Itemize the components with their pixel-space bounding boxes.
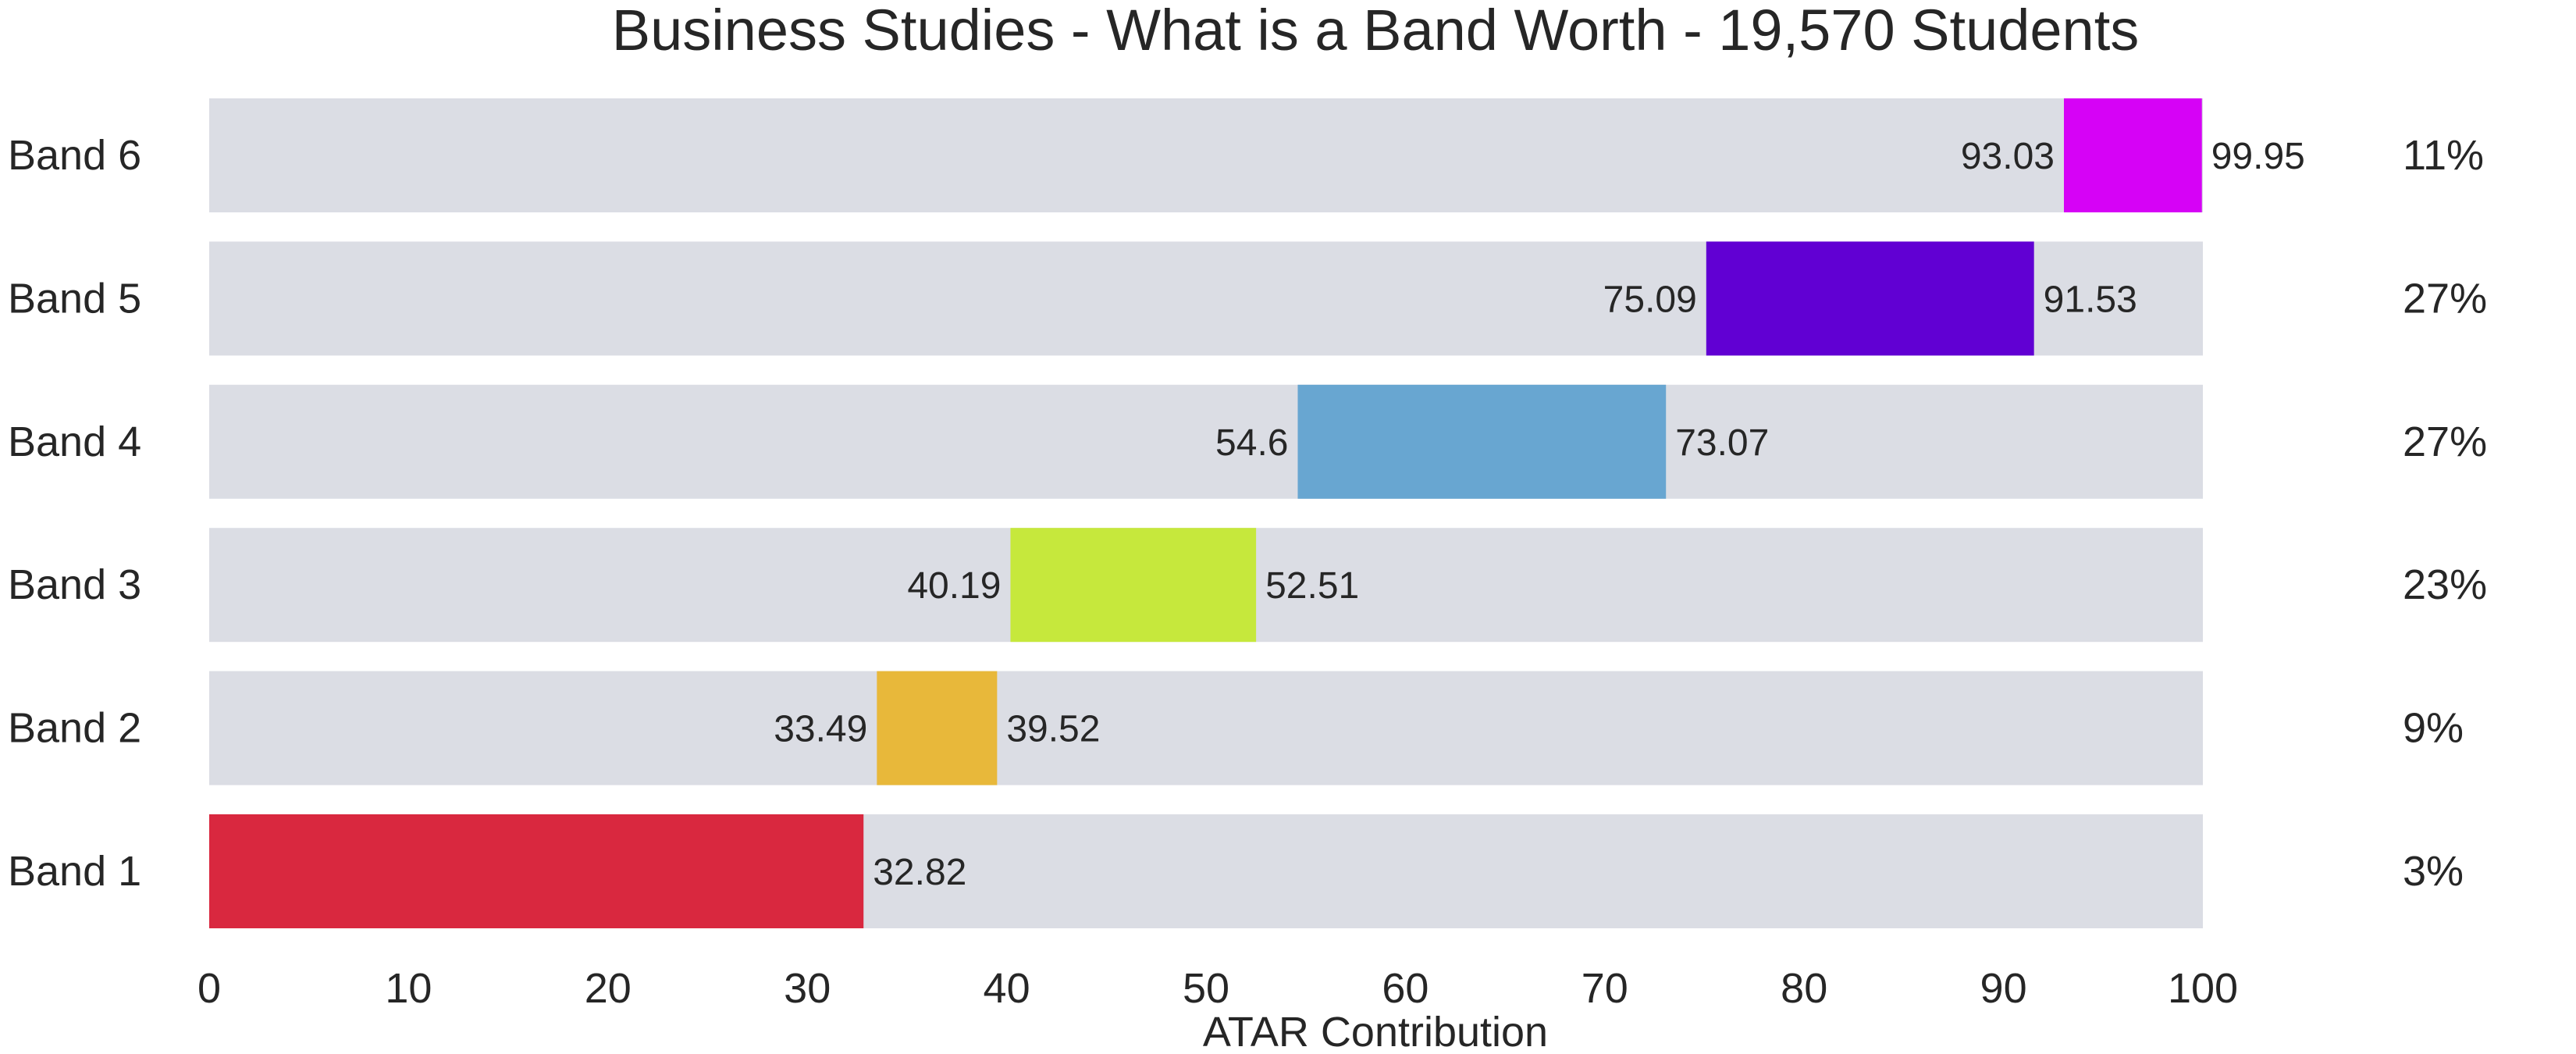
- band-bar: [1706, 241, 2034, 356]
- band-row: Band 1 32.82 3%: [8, 814, 2464, 928]
- band-low-label: 33.49: [774, 709, 867, 750]
- x-axis-title: ATAR Contribution: [1203, 1009, 1548, 1054]
- band-high-label: 73.07: [1675, 422, 1769, 464]
- x-tick-label: 0: [197, 965, 221, 1012]
- band-bar: [209, 814, 864, 928]
- band-row: Band 2 33.49 39.52 9%: [8, 671, 2464, 785]
- x-tick-label: 70: [1582, 965, 1628, 1012]
- x-tick-label: 30: [784, 965, 831, 1012]
- x-tick-label: 100: [2168, 965, 2238, 1012]
- band-label: Band 6: [8, 132, 141, 179]
- band-high-label: 32.82: [873, 852, 966, 893]
- x-tick-label: 50: [1183, 965, 1229, 1012]
- x-tick-label: 60: [1382, 965, 1429, 1012]
- band-high-label: 39.52: [1006, 709, 1100, 750]
- band-percent-label: 9%: [2403, 705, 2464, 752]
- band-high-label: 99.95: [2211, 136, 2305, 177]
- x-tick-label: 20: [585, 965, 632, 1012]
- band-row: Band 5 75.09 91.53 27%: [8, 241, 2487, 356]
- band-low-label: 40.19: [907, 565, 1001, 607]
- bars-layer: Band 6 93.03 99.95 11%Band 5 75.09 91.53 27%Ba…: [8, 98, 2487, 928]
- band-label: Band 4: [8, 418, 141, 465]
- x-axis-ticks: 0 10 20 30 40 50 60 70 80 90 100: [197, 965, 2238, 1012]
- band-high-label: 52.51: [1265, 565, 1359, 607]
- x-tick-label: 80: [1781, 965, 1827, 1012]
- band-bar: [1297, 384, 1667, 499]
- band-bar: [877, 671, 998, 785]
- band-track: [209, 98, 2203, 212]
- band-label: Band 5: [8, 275, 141, 322]
- band-label: Band 3: [8, 561, 141, 608]
- band-track: [209, 384, 2203, 499]
- band-high-label: 91.53: [2044, 279, 2137, 320]
- band-row: Band 4 54.6 73.07 27%: [8, 384, 2487, 499]
- band-percent-label: 27%: [2403, 275, 2487, 322]
- x-tick-label: 40: [984, 965, 1030, 1012]
- band-row: Band 3 40.19 52.51 23%: [8, 528, 2487, 643]
- band-bar: [2063, 98, 2202, 212]
- band-track: [209, 671, 2203, 785]
- band-percent-label: 3%: [2403, 848, 2464, 895]
- band-low-label: 93.03: [1961, 136, 2055, 177]
- band-low-label: 54.6: [1215, 422, 1288, 464]
- band-bar: [1010, 528, 1257, 643]
- band-label: Band 1: [8, 848, 141, 895]
- x-tick-label: 90: [1980, 965, 2027, 1012]
- band-row: Band 6 93.03 99.95 11%: [8, 98, 2484, 212]
- band-label: Band 2: [8, 705, 141, 752]
- chart-title: Business Studies - What is a Band Worth …: [612, 0, 2140, 62]
- x-tick-label: 10: [385, 965, 432, 1012]
- band-percent-label: 23%: [2403, 561, 2487, 608]
- band-percent-label: 11%: [2403, 132, 2484, 179]
- band-percent-label: 27%: [2403, 418, 2487, 465]
- band-low-label: 75.09: [1603, 279, 1697, 320]
